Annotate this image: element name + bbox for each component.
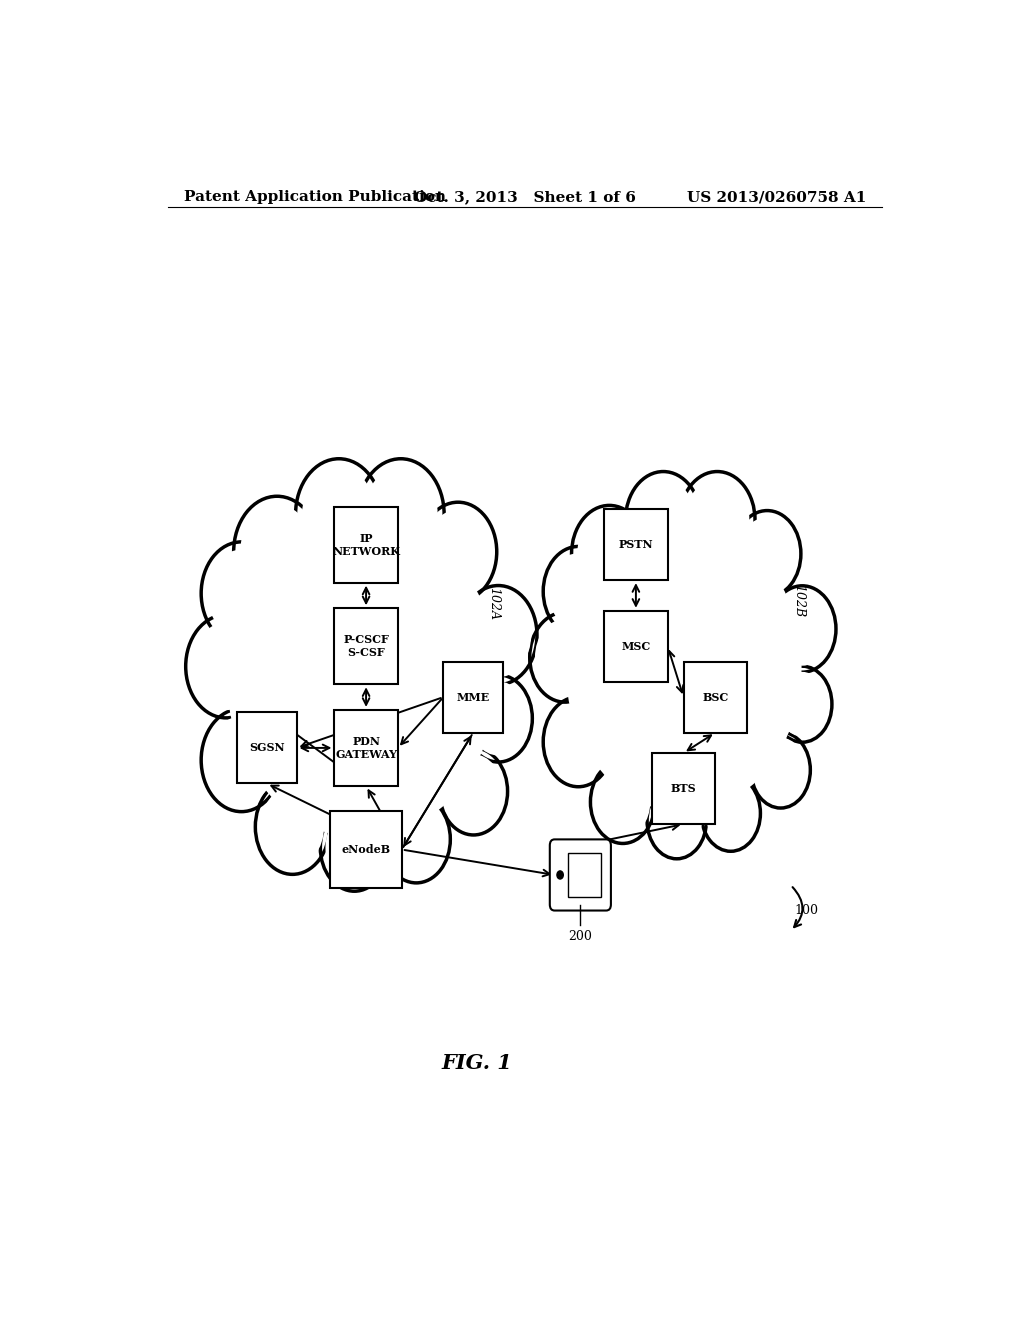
Bar [604, 510, 668, 581]
Circle shape [631, 479, 695, 561]
Text: 102A: 102A [487, 587, 500, 620]
Circle shape [207, 549, 275, 638]
Circle shape [543, 546, 613, 636]
FancyArrowPatch shape [793, 887, 803, 927]
Text: 102B: 102B [792, 585, 805, 618]
Circle shape [549, 704, 608, 780]
Text: 200: 200 [568, 929, 592, 942]
Bar [334, 507, 397, 582]
Text: PDN
GATEWAY: PDN GATEWAY [335, 737, 397, 760]
Circle shape [549, 553, 608, 630]
Circle shape [529, 612, 600, 702]
Circle shape [201, 543, 282, 645]
Circle shape [296, 459, 382, 570]
Bar [334, 609, 397, 684]
Ellipse shape [555, 507, 812, 826]
Circle shape [233, 496, 321, 607]
Text: IP
NETWORK: IP NETWORK [332, 533, 400, 557]
Circle shape [439, 747, 508, 836]
Ellipse shape [215, 500, 509, 854]
Bar [604, 611, 668, 682]
Circle shape [382, 796, 451, 883]
Text: US 2013/0260758 A1: US 2013/0260758 A1 [687, 190, 866, 205]
Circle shape [777, 672, 827, 737]
Bar [334, 710, 397, 785]
Text: BTS: BTS [671, 783, 696, 795]
Text: BSC: BSC [702, 692, 728, 702]
Text: 100: 100 [795, 904, 818, 917]
Text: P-CSCF
S-CSF: P-CSCF S-CSF [343, 635, 389, 659]
Circle shape [302, 467, 376, 561]
Circle shape [357, 459, 444, 570]
Circle shape [701, 775, 761, 851]
Ellipse shape [565, 521, 802, 812]
Circle shape [706, 781, 756, 846]
Circle shape [733, 511, 801, 597]
Circle shape [626, 471, 701, 569]
Circle shape [201, 709, 282, 812]
Circle shape [557, 871, 563, 879]
Circle shape [185, 615, 266, 718]
Circle shape [591, 760, 655, 843]
Circle shape [321, 804, 388, 891]
Bar [443, 661, 503, 733]
Circle shape [261, 787, 324, 867]
Circle shape [578, 512, 641, 595]
Text: Oct. 3, 2013   Sheet 1 of 6: Oct. 3, 2013 Sheet 1 of 6 [414, 190, 636, 205]
Bar [684, 661, 746, 733]
Ellipse shape [226, 515, 498, 838]
Circle shape [444, 754, 503, 829]
Circle shape [460, 586, 537, 685]
Text: Patent Application Publication: Patent Application Publication [183, 190, 445, 205]
Text: PSTN: PSTN [618, 539, 653, 550]
FancyBboxPatch shape [550, 840, 611, 911]
Circle shape [595, 767, 650, 837]
Circle shape [241, 504, 313, 599]
Circle shape [751, 733, 810, 808]
Text: FIG. 1: FIG. 1 [441, 1053, 513, 1073]
Circle shape [769, 586, 836, 672]
Circle shape [756, 738, 806, 803]
Circle shape [647, 783, 707, 859]
Circle shape [651, 788, 702, 853]
Bar [238, 713, 297, 784]
Circle shape [207, 717, 275, 804]
Circle shape [773, 593, 830, 665]
Text: SGSN: SGSN [249, 742, 285, 754]
Circle shape [387, 803, 445, 876]
Circle shape [680, 471, 755, 569]
Circle shape [772, 667, 831, 742]
Bar [651, 752, 715, 824]
Circle shape [543, 697, 613, 787]
Text: MME: MME [457, 692, 489, 702]
Circle shape [466, 593, 531, 677]
Circle shape [420, 502, 497, 602]
Text: eNodeB: eNodeB [342, 843, 390, 855]
Circle shape [535, 619, 595, 696]
Circle shape [364, 467, 437, 561]
Circle shape [685, 479, 750, 561]
Circle shape [464, 675, 532, 762]
Circle shape [469, 681, 527, 755]
Circle shape [738, 517, 796, 590]
Bar [331, 812, 401, 887]
Circle shape [326, 810, 383, 884]
Circle shape [571, 506, 647, 602]
Circle shape [191, 623, 260, 710]
Text: MSC: MSC [622, 640, 650, 652]
Bar [568, 853, 601, 898]
Circle shape [425, 510, 490, 594]
Circle shape [255, 779, 330, 874]
